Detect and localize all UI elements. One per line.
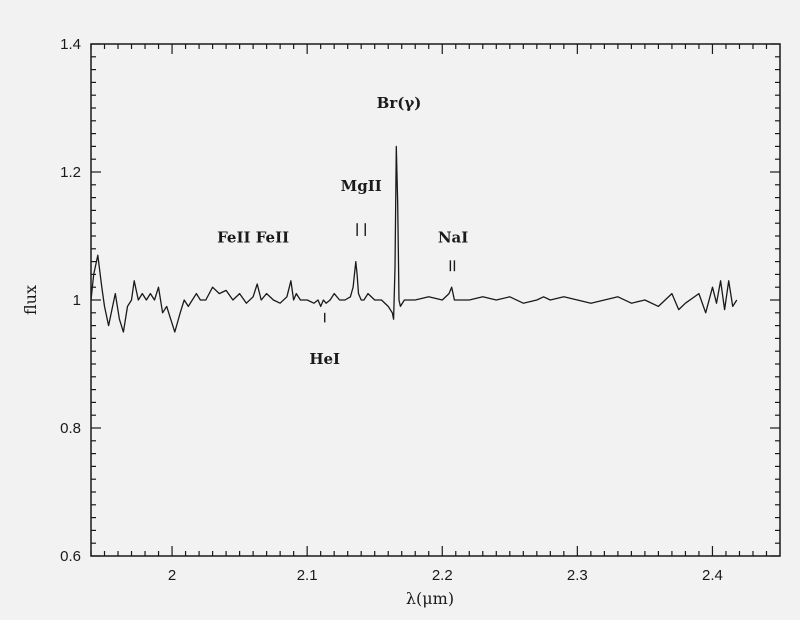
- spectrum-line: [90, 145, 738, 333]
- y-tick-label: 0.6: [60, 548, 81, 565]
- line-annotations: Br(γ) MgII FeII FeII NaI HeI: [217, 94, 468, 368]
- tick-labels: 2 2.1 2.2 2.3 2.4 0.6 0.8 1 1.2 1.4: [60, 36, 723, 584]
- line-annotation: FeII FeII: [217, 228, 289, 246]
- x-tick-label: 2.4: [702, 567, 723, 584]
- line-annotation: NaI: [438, 228, 468, 246]
- y-tick-label: 1: [73, 292, 81, 309]
- y-tick-label: 0.8: [60, 420, 81, 437]
- line-markers: [324, 223, 456, 323]
- x-tick-label: 2.1: [297, 567, 318, 584]
- x-tick-label: 2.3: [567, 567, 588, 584]
- line-annotation: Br(γ): [377, 94, 422, 112]
- line-annotation: HeI: [309, 350, 340, 368]
- x-axis-label: λ(μm): [406, 589, 454, 608]
- line-annotation: MgII: [341, 177, 382, 195]
- axis-ticks: [90, 43, 780, 557]
- y-tick-label: 1.2: [60, 164, 81, 181]
- x-tick-label: 2: [168, 567, 176, 584]
- y-axis-label: flux: [21, 285, 40, 315]
- x-tick-label: 2.2: [432, 567, 453, 584]
- y-tick-label: 1.4: [60, 36, 81, 53]
